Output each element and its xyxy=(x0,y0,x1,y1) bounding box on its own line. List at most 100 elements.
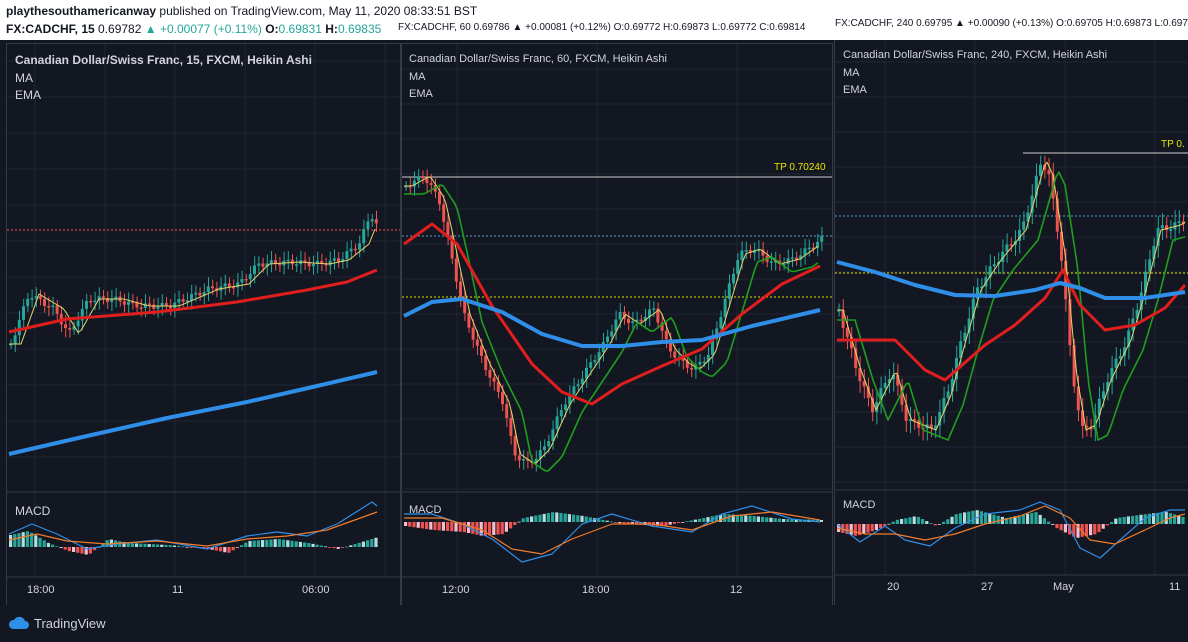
candle-body xyxy=(727,283,731,299)
chart-240m-title: Canadian Dollar/Swiss Franc, 240, FXCM, … xyxy=(843,49,1108,61)
chart-15m-canvas[interactable] xyxy=(7,44,400,606)
macd-bar xyxy=(744,515,748,522)
candle-body xyxy=(559,410,563,417)
chart-panel-15m[interactable]: Canadian Dollar/Swiss Franc, 15, FXCM, H… xyxy=(6,43,401,607)
macd-bar xyxy=(530,516,534,522)
candle-body xyxy=(177,299,181,303)
candle-body xyxy=(232,286,235,289)
candle-body xyxy=(652,308,656,310)
candle-body xyxy=(366,221,370,230)
candle-body xyxy=(475,339,479,346)
ema-green-line xyxy=(404,184,819,472)
macd-bar xyxy=(883,524,887,526)
chart-60m-title: Canadian Dollar/Swiss Franc, 60, FXCM, H… xyxy=(409,53,667,65)
candle-body xyxy=(1043,164,1047,170)
candle-body xyxy=(244,278,248,281)
candle-body xyxy=(358,243,361,250)
macd-bar xyxy=(798,519,802,522)
candle-body xyxy=(374,219,378,224)
macd-bar xyxy=(1030,512,1034,524)
candle-body xyxy=(883,383,887,389)
chart-240m-canvas[interactable] xyxy=(835,40,1188,605)
macd-bar xyxy=(38,537,42,547)
candle-body xyxy=(862,381,866,387)
macd-bar xyxy=(605,520,609,522)
macd-bar xyxy=(710,516,714,522)
chart-60m-xtick: 12:00 xyxy=(442,584,470,596)
candle-body xyxy=(618,311,622,320)
macd-bar xyxy=(1168,513,1172,524)
candle-body xyxy=(316,260,319,264)
candle-body xyxy=(685,360,689,368)
macd-bar xyxy=(769,517,773,522)
candle-body xyxy=(1026,212,1030,222)
candle-body xyxy=(93,300,97,303)
chart-60m-canvas[interactable] xyxy=(402,44,832,606)
chart-240m-ma-label: MA xyxy=(843,67,860,79)
macd-bar xyxy=(777,518,781,522)
chart-panel-240m[interactable]: Canadian Dollar/Swiss Franc, 240, FXCM, … xyxy=(834,40,1188,605)
macd-bar xyxy=(298,541,302,547)
candle-body xyxy=(1076,386,1080,411)
macd-bar xyxy=(412,522,416,528)
macd-bar xyxy=(609,521,613,523)
candle-body xyxy=(988,266,992,278)
candle-body xyxy=(593,360,597,363)
macd-bar xyxy=(1139,514,1143,524)
macd-bar xyxy=(702,517,706,522)
candle-body xyxy=(896,374,900,386)
macd-bar xyxy=(357,542,361,547)
macd-bar xyxy=(332,547,336,549)
candle-body xyxy=(622,311,626,319)
macd-bar xyxy=(374,537,378,547)
candle-body xyxy=(934,425,937,429)
candle-body xyxy=(324,263,328,266)
macd-bar xyxy=(635,522,639,525)
candle-body xyxy=(488,369,492,378)
candle-body xyxy=(748,250,752,253)
candle-body xyxy=(900,385,904,405)
candle-body xyxy=(248,274,252,280)
candle-body xyxy=(227,283,231,287)
macd-bar xyxy=(773,518,777,522)
ma-blue-line xyxy=(836,260,1186,300)
macd-bar xyxy=(130,543,134,547)
macd-bar xyxy=(429,522,433,530)
candle-body xyxy=(795,257,798,260)
candle-body xyxy=(1097,398,1101,416)
macd-bar xyxy=(261,540,265,547)
macd-bar xyxy=(1026,513,1030,524)
candle-body xyxy=(950,378,954,392)
macd-bar xyxy=(597,519,601,522)
macd-bar xyxy=(689,520,693,522)
candle-body xyxy=(1123,347,1126,357)
macd-bar xyxy=(84,547,88,555)
chart-60m-ma-label: MA xyxy=(409,71,426,83)
candle-body xyxy=(1139,292,1143,310)
macd-bar xyxy=(752,516,756,522)
macd-bar xyxy=(139,543,143,547)
macd-bar xyxy=(904,518,908,524)
candle-body xyxy=(13,335,17,344)
macd-bar xyxy=(761,516,765,522)
macd-bar xyxy=(21,532,25,547)
macd-bar xyxy=(1122,516,1126,524)
macd-bar xyxy=(55,546,59,548)
chart-240m-tp-label: TP 0. xyxy=(1161,139,1185,150)
chart-panel-60m[interactable]: Canadian Dollar/Swiss Franc, 60, FXCM, H… xyxy=(401,43,833,607)
candle-body xyxy=(211,286,214,289)
macd-bar xyxy=(189,547,193,548)
candle-body xyxy=(446,221,450,237)
macd-bar xyxy=(340,547,344,548)
macd-bar xyxy=(345,546,349,548)
candle-body xyxy=(198,292,202,296)
candle-body xyxy=(215,288,219,291)
candle-body xyxy=(38,296,42,299)
macd-bar xyxy=(172,545,176,547)
candle-body xyxy=(80,308,84,321)
username[interactable]: playthesouthamericanway xyxy=(6,4,157,18)
tradingview-logo[interactable]: TradingView xyxy=(8,616,106,631)
macd-bar xyxy=(950,516,954,524)
candle-body xyxy=(320,260,324,264)
macd-bar xyxy=(1017,515,1021,524)
